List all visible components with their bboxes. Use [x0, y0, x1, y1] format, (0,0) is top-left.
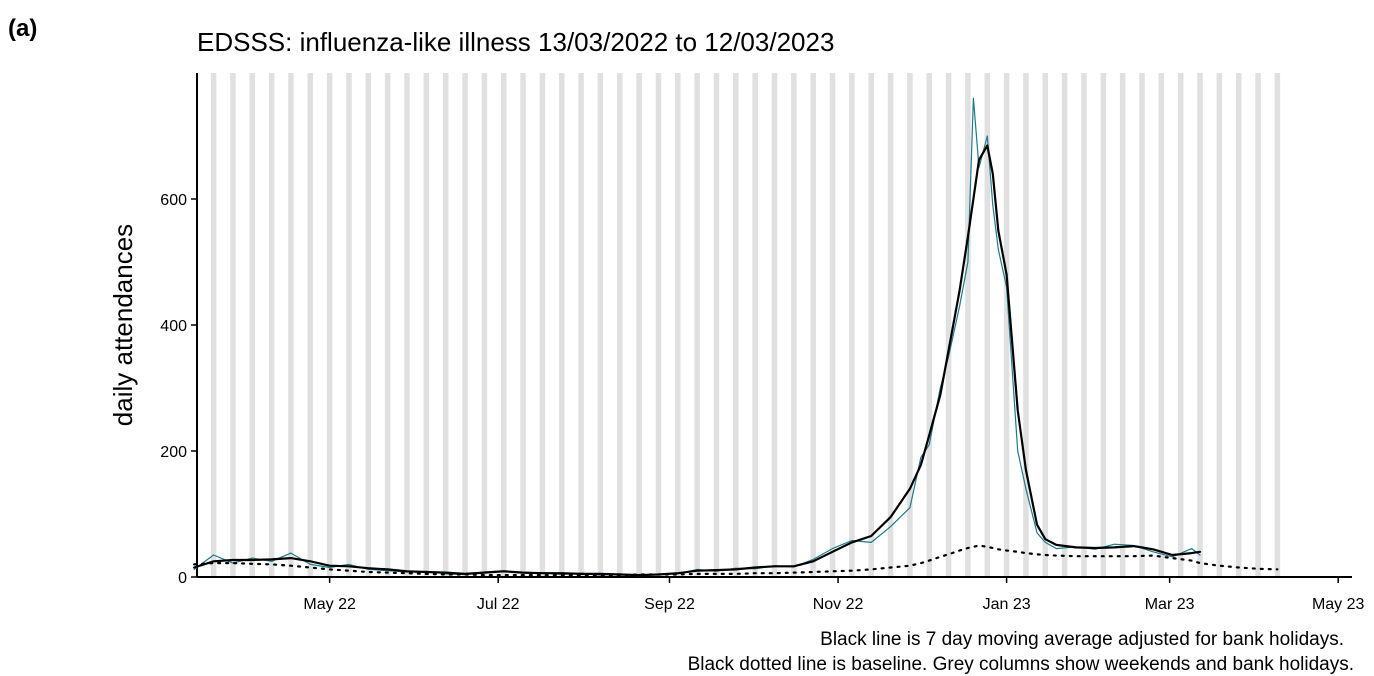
weekend-column — [733, 73, 739, 577]
weekend-column — [597, 73, 604, 577]
weekend-column — [1042, 73, 1049, 577]
weekend-column — [442, 73, 449, 577]
weekend-column — [887, 73, 894, 577]
weekend-column — [481, 73, 488, 577]
weekend-column — [713, 73, 720, 577]
weekend-column — [617, 73, 623, 577]
weekend-column — [868, 73, 874, 577]
weekend-column — [346, 73, 352, 577]
weekend-column — [1235, 73, 1242, 577]
weekend-column — [1023, 73, 1029, 577]
weekend-column — [965, 73, 971, 577]
x-tick-label: Jul 22 — [477, 596, 520, 613]
weekend-column — [1139, 73, 1145, 577]
weekend-column — [578, 73, 584, 577]
x-tick-label: Nov 22 — [813, 596, 864, 613]
weekend-column — [1177, 73, 1184, 577]
weekend-column — [520, 73, 526, 577]
weekend-column — [365, 73, 372, 577]
weekend-column — [1158, 73, 1165, 577]
x-tick-label: May 22 — [303, 596, 356, 613]
weekend-column — [1081, 73, 1087, 577]
weekend-column — [1274, 73, 1281, 577]
x-tick-label: Sep 22 — [644, 596, 695, 613]
weekend-column — [771, 73, 778, 577]
weekend-column — [1003, 73, 1010, 577]
weekend-column — [810, 73, 816, 577]
y-tick-label: 200 — [160, 444, 187, 461]
weekend-column — [230, 73, 236, 577]
weekend-column — [384, 73, 391, 577]
y-axis-label: daily attendances — [108, 224, 138, 426]
chart-title: EDSSS: influenza-like illness 13/03/2022… — [197, 27, 834, 57]
y-tick-label: 0 — [178, 570, 187, 587]
weekend-column — [1255, 73, 1261, 577]
x-tick-label: May 23 — [1312, 596, 1365, 613]
panel-label: (a) — [8, 15, 37, 42]
weekend-column — [1216, 73, 1223, 577]
weekend-column — [945, 73, 952, 577]
weekend-column — [1197, 73, 1203, 577]
weekend-column — [326, 73, 333, 577]
weekend-column — [752, 73, 758, 577]
weekend-column — [984, 73, 991, 577]
y-tick-label: 400 — [160, 318, 187, 335]
weekend-column — [849, 73, 855, 577]
weekend-column — [404, 73, 410, 577]
weekend-column — [268, 73, 275, 577]
weekend-column — [694, 73, 700, 577]
weekend-column — [210, 73, 217, 577]
weekend-column — [249, 73, 256, 577]
weekend-column — [829, 73, 836, 577]
x-tick-label: Mar 23 — [1145, 596, 1195, 613]
note: Black line is 7 day moving average adjus… — [820, 629, 1344, 650]
weekend-column — [1100, 73, 1107, 577]
y-tick-label: 600 — [160, 192, 187, 209]
weekend-column — [655, 73, 662, 577]
plot: 0 200 400 600 May 22 Jul 22 Sep 22 Nov 22 Jan 23… — [160, 73, 1365, 613]
weekend-column — [636, 73, 642, 577]
weekend-column — [462, 73, 468, 577]
weekend-column — [1061, 73, 1068, 577]
series-line — [193, 144, 1202, 577]
weekend-column — [791, 73, 797, 577]
weekend-column — [288, 73, 294, 577]
weekend-column — [907, 73, 913, 577]
weekend-column — [558, 73, 565, 577]
weekend-column — [500, 73, 507, 577]
weekend-column — [675, 73, 681, 577]
weekend-column — [307, 73, 314, 577]
weekend-columns — [210, 73, 1281, 577]
weekend-column — [1119, 73, 1126, 577]
note: Black dotted line is baseline. Grey colu… — [688, 654, 1354, 675]
weekend-column — [423, 73, 430, 577]
weekend-column — [926, 73, 932, 577]
weekend-column — [539, 73, 546, 577]
x-tick-label: Jan 23 — [983, 596, 1031, 613]
